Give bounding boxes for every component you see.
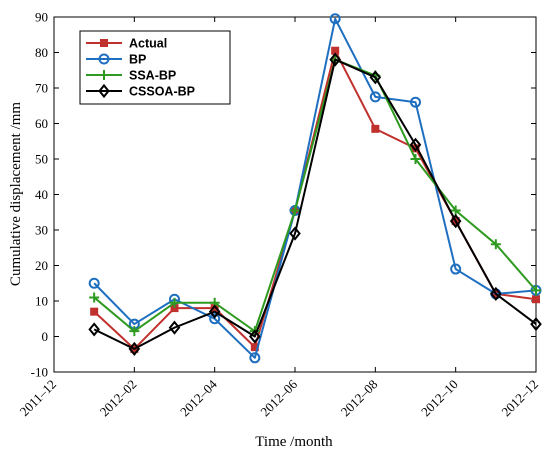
data-point-actual <box>90 307 99 316</box>
series-line-cssoa-bp <box>93 58 537 350</box>
legend-label-actual: Actual <box>129 37 167 51</box>
y-axis-title: Cumulative displacement /mm <box>8 102 24 286</box>
data-point-cssoa-bp <box>289 226 301 241</box>
legend-label-bp: BP <box>129 53 146 67</box>
data-point-cssoa-bp <box>490 286 502 301</box>
x-tick-label: 2012–08 <box>338 377 381 420</box>
data-point-cssoa-bp <box>369 70 382 85</box>
data-point-cssoa-bp <box>449 214 462 229</box>
legend-marker-ssa-bp <box>99 70 109 80</box>
x-tick-label: 2012–04 <box>177 376 220 419</box>
y-tick-label: 50 <box>35 152 48 167</box>
series-line-ssa-bp <box>93 58 537 333</box>
legend: Actual BP SSA-BP CSSOA-BP <box>79 30 231 105</box>
data-point-cssoa-bp <box>249 329 261 344</box>
x-tick-label: 2012–02 <box>97 377 140 420</box>
legend-label-cssoa-bp: CSSOA-BP <box>129 85 195 99</box>
x-axis-title: Time /month <box>255 434 333 450</box>
data-point-cssoa-bp <box>329 52 341 67</box>
y-tick-label: 0 <box>42 329 49 344</box>
y-tick-label: 20 <box>35 258 48 273</box>
legend-label-ssa-bp: SSA-BP <box>129 69 176 83</box>
data-point-bp <box>450 263 462 275</box>
data-point-cssoa-bp <box>530 316 542 332</box>
data-point-bp <box>249 352 261 364</box>
x-tick-label: 2012–12 <box>498 377 541 420</box>
data-point-bp <box>369 91 381 103</box>
data-point-cssoa-bp <box>409 137 422 152</box>
data-point-ssa-bp <box>89 292 100 303</box>
x-tick-label: 2012–10 <box>418 377 461 420</box>
y-tick-label: -10 <box>31 365 48 380</box>
legend-marker-bp <box>98 53 110 65</box>
data-point-ssa-bp <box>169 297 180 308</box>
data-point-bp <box>329 13 341 25</box>
data-point-actual <box>532 295 540 304</box>
data-point-ssa-bp <box>410 154 421 164</box>
data-point-cssoa-bp <box>208 304 221 319</box>
data-point-bp <box>88 277 100 289</box>
data-point-cssoa-bp <box>88 322 100 337</box>
legend-marker-actual <box>100 39 108 47</box>
data-point-ssa-bp <box>490 239 501 250</box>
y-tick-label: 40 <box>35 187 48 202</box>
y-tick-label: 60 <box>35 116 48 131</box>
data-point-cssoa-bp <box>168 320 181 335</box>
data-point-ssa-bp <box>450 205 461 216</box>
data-point-bp <box>209 313 221 325</box>
x-tick-label: 2011–12 <box>17 377 59 419</box>
data-point-ssa-bp <box>531 285 541 296</box>
data-point-bp <box>410 96 421 108</box>
y-tick-label: 30 <box>35 223 48 238</box>
y-axis-ticks: -10 0 10 20 30 40 50 60 70 80 90 <box>31 10 536 380</box>
series-line-bp <box>93 17 537 359</box>
series-cssoa-bp <box>88 52 542 357</box>
data-point-ssa-bp <box>290 205 300 216</box>
y-tick-label: 80 <box>35 45 48 60</box>
data-point-actual <box>371 124 380 133</box>
data-point-cssoa-bp <box>128 341 141 357</box>
data-point-ssa-bp <box>129 326 140 337</box>
x-tick-label: 2012–06 <box>257 376 300 419</box>
series-layer <box>88 13 542 364</box>
legend-marker-cssoa-bp <box>98 83 110 99</box>
y-tick-label: 90 <box>35 10 48 25</box>
y-tick-label: 10 <box>35 294 48 309</box>
y-tick-label: 70 <box>35 81 48 96</box>
